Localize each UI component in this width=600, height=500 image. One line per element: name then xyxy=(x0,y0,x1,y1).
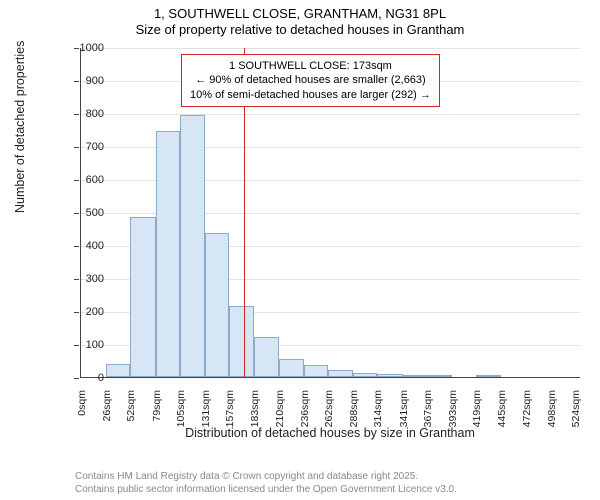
gridline xyxy=(81,48,580,49)
y-tick-mark xyxy=(74,246,79,247)
histogram-bar xyxy=(476,375,501,377)
y-tick-label: 900 xyxy=(54,75,104,87)
annotation-line-2: ← 90% of detached houses are smaller (2,… xyxy=(190,73,431,87)
y-tick-label: 800 xyxy=(54,108,104,120)
x-tick-label: 183sqm xyxy=(249,390,261,440)
x-tick-label: 105sqm xyxy=(175,390,187,440)
title-line-2: Size of property relative to detached ho… xyxy=(0,22,600,38)
y-tick-mark xyxy=(74,312,79,313)
x-tick-label: 314sqm xyxy=(372,390,384,440)
histogram-bar xyxy=(427,375,452,377)
y-tick-mark xyxy=(74,345,79,346)
x-tick-label: 79sqm xyxy=(151,390,163,440)
y-tick-mark xyxy=(74,180,79,181)
chart-title: 1, SOUTHWELL CLOSE, GRANTHAM, NG31 8PL S… xyxy=(0,0,600,39)
x-tick-label: 262sqm xyxy=(323,390,335,440)
y-tick-label: 400 xyxy=(54,240,104,252)
histogram-bar xyxy=(205,233,230,377)
y-tick-mark xyxy=(74,378,79,379)
histogram-bar xyxy=(229,306,254,377)
plot-area: 1 SOUTHWELL CLOSE: 173sqm ← 90% of detac… xyxy=(80,48,580,378)
x-tick-label: 341sqm xyxy=(398,390,410,440)
histogram-bar xyxy=(254,337,279,377)
title-line-1: 1, SOUTHWELL CLOSE, GRANTHAM, NG31 8PL xyxy=(0,6,600,22)
x-tick-label: 472sqm xyxy=(521,390,533,440)
y-axis-label: Number of detached properties xyxy=(13,41,27,213)
histogram-chart: Number of detached properties 1 SOUTHWEL… xyxy=(50,48,580,428)
footer-line-2: Contains public sector information licen… xyxy=(75,484,457,497)
x-tick-label: 288sqm xyxy=(348,390,360,440)
histogram-bar xyxy=(106,364,131,377)
y-tick-mark xyxy=(74,213,79,214)
y-tick-label: 500 xyxy=(54,207,104,219)
histogram-bar xyxy=(304,365,329,377)
y-tick-label: 100 xyxy=(54,339,104,351)
x-tick-label: 131sqm xyxy=(200,390,212,440)
x-tick-label: 524sqm xyxy=(570,390,582,440)
x-tick-label: 52sqm xyxy=(125,390,137,440)
x-tick-label: 445sqm xyxy=(496,390,508,440)
annotation-line-3: 10% of semi-detached houses are larger (… xyxy=(190,88,431,102)
x-tick-label: 367sqm xyxy=(422,390,434,440)
y-tick-mark xyxy=(74,147,79,148)
footer-attribution: Contains HM Land Registry data © Crown c… xyxy=(75,471,457,496)
y-tick-mark xyxy=(74,114,79,115)
y-tick-label: 700 xyxy=(54,141,104,153)
histogram-bar xyxy=(279,359,304,377)
histogram-bar xyxy=(180,115,205,377)
annotation-box: 1 SOUTHWELL CLOSE: 173sqm ← 90% of detac… xyxy=(181,54,440,107)
y-tick-label: 200 xyxy=(54,306,104,318)
footer-line-1: Contains HM Land Registry data © Crown c… xyxy=(75,471,457,484)
histogram-bar xyxy=(353,373,378,377)
x-tick-label: 210sqm xyxy=(274,390,286,440)
y-tick-label: 1000 xyxy=(54,42,104,54)
histogram-bar xyxy=(377,374,402,377)
y-tick-mark xyxy=(74,279,79,280)
y-tick-label: 300 xyxy=(54,273,104,285)
x-tick-label: 236sqm xyxy=(299,390,311,440)
x-tick-label: 157sqm xyxy=(224,390,236,440)
y-tick-label: 600 xyxy=(54,174,104,186)
histogram-bar xyxy=(328,370,353,377)
y-tick-mark xyxy=(74,81,79,82)
histogram-bar xyxy=(130,217,155,377)
annotation-line-1: 1 SOUTHWELL CLOSE: 173sqm xyxy=(190,59,431,73)
x-tick-label: 26sqm xyxy=(101,390,113,440)
x-tick-label: 393sqm xyxy=(447,390,459,440)
y-tick-label: 0 xyxy=(54,372,104,384)
y-tick-mark xyxy=(74,48,79,49)
gridline xyxy=(81,114,580,115)
x-tick-label: 419sqm xyxy=(471,390,483,440)
histogram-bar xyxy=(403,375,428,377)
x-tick-label: 0sqm xyxy=(76,390,88,440)
x-tick-label: 498sqm xyxy=(546,390,558,440)
histogram-bar xyxy=(156,131,181,377)
